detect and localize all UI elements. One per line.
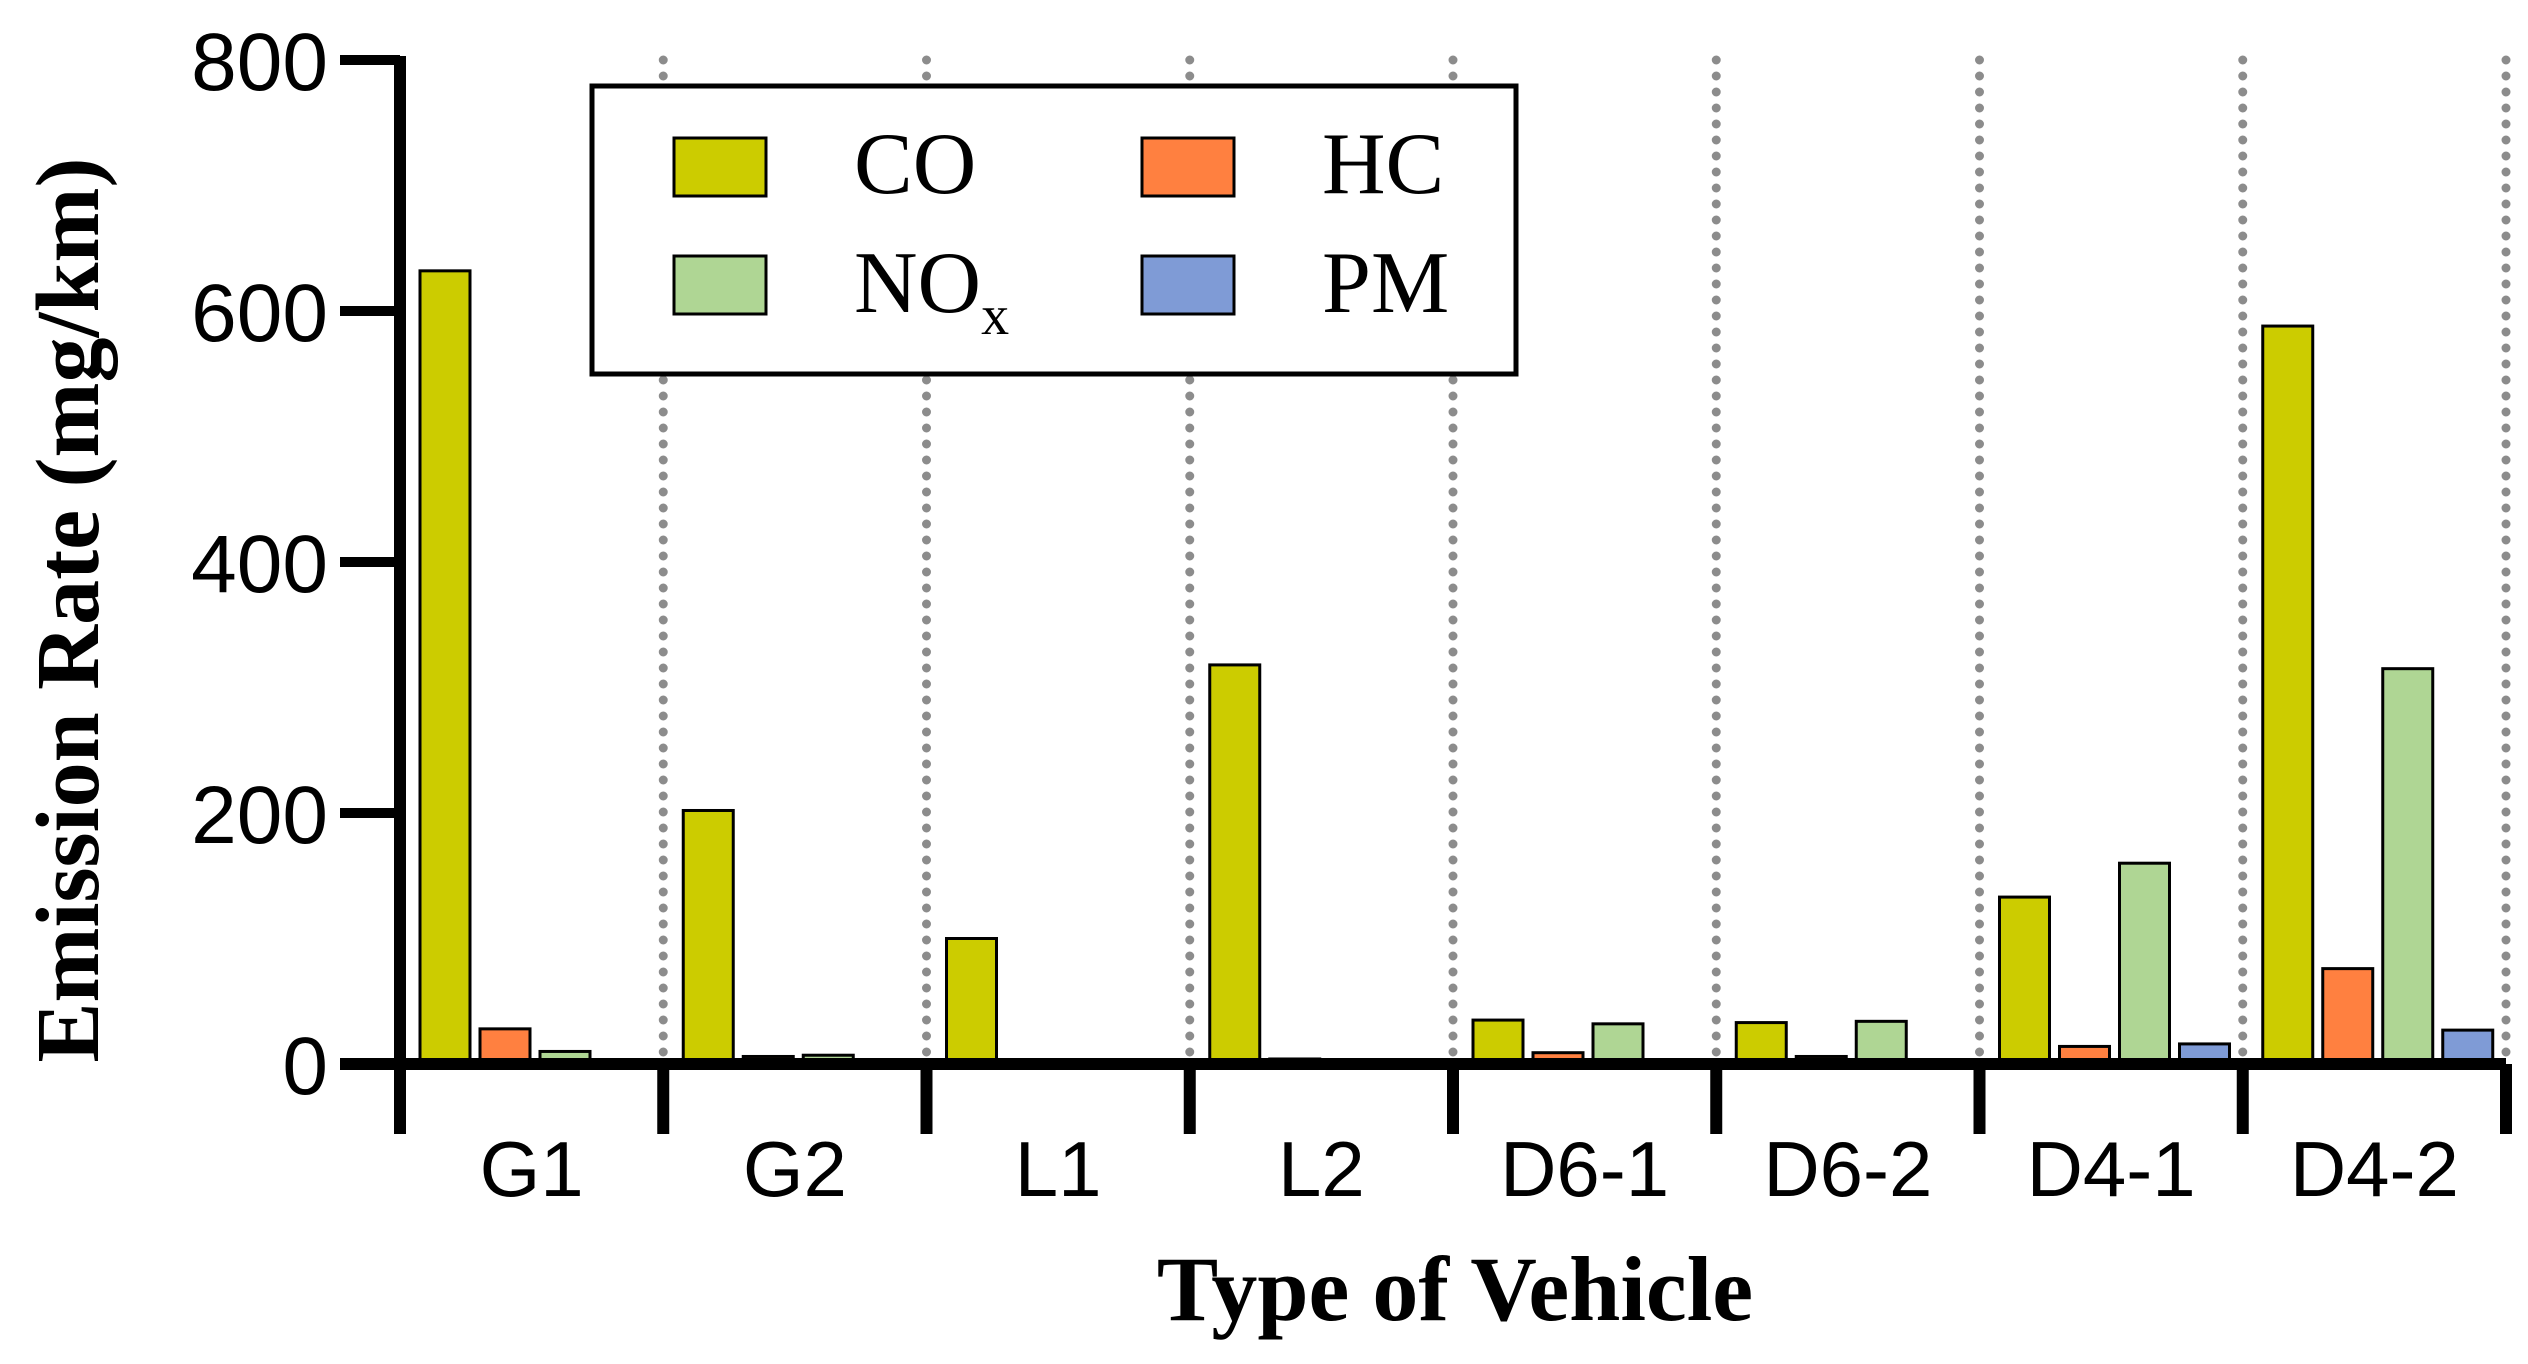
legend-label-hc: HC xyxy=(1322,116,1444,213)
bar-l2-co xyxy=(1208,663,1262,1066)
legend-label-pm: PM xyxy=(1322,235,1449,332)
legend: CO HC NOx PM xyxy=(589,83,1519,377)
bar-d4-1-nox xyxy=(2118,861,2171,1066)
x-tick-label-d6-1: D6-1 xyxy=(1500,1125,1669,1213)
bar-d6-1-nox xyxy=(1591,1022,1645,1066)
x-tick-group: G1 G2 L1 L2 D6-1 D6-2 D4-1 D4-2 xyxy=(394,1064,2512,1213)
bar-d6-1-co xyxy=(1471,1018,1525,1066)
bar-d6-2-co xyxy=(1734,1021,1788,1066)
x-tick-label-d4-1: D4-1 xyxy=(2027,1125,2196,1213)
bar-d4-2-hc xyxy=(2321,967,2375,1066)
bars-group xyxy=(418,269,2495,1066)
bar-d6-2-nox xyxy=(1854,1019,1908,1066)
legend-label-nox: NOx xyxy=(854,235,1009,347)
x-tick-label-l2: L2 xyxy=(1278,1125,1365,1213)
x-axis-title: Type of Vehicle xyxy=(1157,1238,1753,1340)
x-tick-label-g2: G2 xyxy=(743,1125,847,1213)
y-tick-group: 0 200 400 600 800 xyxy=(191,17,400,1112)
bar-d4-2-nox xyxy=(2381,667,2435,1066)
legend-frame xyxy=(589,83,1519,377)
legend-label-nox-main: NO xyxy=(854,235,981,332)
bar-d4-1-co xyxy=(1998,895,2051,1066)
legend-swatch-hc xyxy=(1140,136,1236,198)
bar-l1-co xyxy=(945,937,998,1066)
bar-d4-2-co xyxy=(2261,324,2315,1066)
x-tick-label-d4-2: D4-2 xyxy=(2290,1125,2459,1213)
y-tick-label-400: 400 xyxy=(191,519,328,610)
y-axis-title: Emission Rate (mg/km) xyxy=(19,158,118,1063)
x-tick-label-d6-2: D6-2 xyxy=(1763,1125,1932,1213)
legend-swatch-pm xyxy=(1140,254,1236,316)
y-tick-label-200: 200 xyxy=(191,770,328,861)
legend-label-nox-subscript: x xyxy=(981,285,1009,347)
x-tick-label-l1: L1 xyxy=(1015,1125,1102,1213)
legend-swatch-co xyxy=(672,136,768,198)
x-tick-label-g1: G1 xyxy=(480,1125,584,1213)
bar-g2-co xyxy=(681,808,735,1066)
legend-label-co: CO xyxy=(854,116,976,213)
y-tick-label-800: 800 xyxy=(191,17,328,108)
y-tick-label-0: 0 xyxy=(282,1021,328,1112)
legend-swatch-nox xyxy=(672,254,768,316)
bar-g1-co xyxy=(418,269,472,1066)
y-tick-label-600: 600 xyxy=(191,268,328,359)
